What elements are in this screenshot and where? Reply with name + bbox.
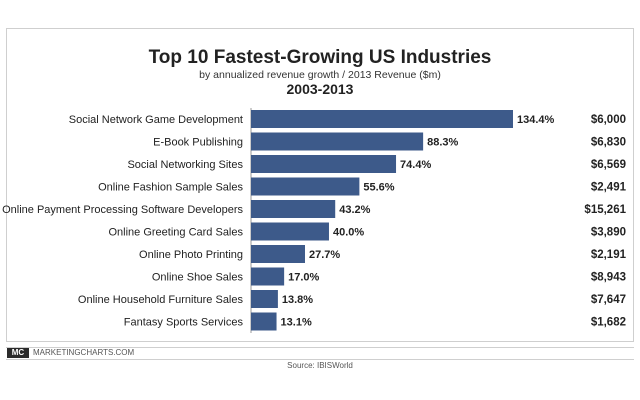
value-label: 27.7% bbox=[309, 249, 340, 261]
value-label: 55.6% bbox=[363, 182, 394, 194]
bar bbox=[251, 222, 329, 241]
value-label: 17.0% bbox=[288, 272, 319, 284]
value-label: 74.4% bbox=[400, 159, 431, 171]
revenue-label: $8,943 bbox=[591, 272, 626, 284]
bar bbox=[251, 290, 278, 308]
bar bbox=[251, 267, 285, 286]
brand-text: MARKETINGCHARTS.COM bbox=[33, 348, 135, 357]
chart-subtitle: by annualized revenue growth / 2013 Reve… bbox=[199, 69, 441, 81]
category-label: Online Fashion Sample Sales bbox=[98, 182, 243, 194]
revenue-label: $2,491 bbox=[591, 182, 627, 194]
value-label: 134.4% bbox=[517, 114, 555, 126]
chart-frame bbox=[6, 28, 634, 342]
chart-period: 2003-2013 bbox=[286, 81, 354, 97]
category-label: Social Network Game Development bbox=[69, 114, 243, 126]
revenue-label: $6,830 bbox=[591, 137, 626, 149]
category-label: Social Networking Sites bbox=[127, 159, 243, 171]
category-label: E-Book Publishing bbox=[153, 137, 243, 149]
bar bbox=[251, 155, 397, 173]
bar bbox=[251, 312, 277, 331]
value-label: 40.0% bbox=[333, 227, 364, 239]
category-label: Online Payment Processing Software Devel… bbox=[2, 204, 243, 216]
category-label: Fantasy Sports Services bbox=[124, 317, 244, 329]
value-label: 13.8% bbox=[282, 294, 313, 306]
value-label: 88.3% bbox=[427, 137, 458, 149]
revenue-label: $1,682 bbox=[591, 317, 626, 329]
category-label: Online Greeting Card Sales bbox=[108, 227, 243, 239]
revenue-label: $7,647 bbox=[591, 294, 626, 306]
revenue-label: $6,569 bbox=[591, 159, 626, 171]
bar bbox=[251, 177, 360, 196]
revenue-label: $3,890 bbox=[591, 227, 626, 239]
footer-band bbox=[6, 347, 634, 360]
revenue-label: $15,261 bbox=[584, 204, 626, 216]
category-label: Online Photo Printing bbox=[139, 249, 243, 261]
marketingcharts-logo: MC bbox=[7, 348, 29, 358]
revenue-label: $6,000 bbox=[591, 114, 626, 126]
bar bbox=[251, 132, 424, 151]
category-label: Online Shoe Sales bbox=[152, 272, 244, 284]
bar bbox=[251, 245, 305, 263]
bar bbox=[251, 200, 336, 218]
category-label: Online Household Furniture Sales bbox=[78, 294, 244, 306]
value-label: 13.1% bbox=[281, 317, 312, 329]
revenue-label: $2,191 bbox=[591, 249, 627, 261]
chart-title: Top 10 Fastest-Growing US Industries bbox=[148, 47, 492, 68]
value-label: 43.2% bbox=[339, 204, 370, 216]
bar bbox=[251, 110, 513, 128]
source-text: Source: IBISWorld bbox=[287, 361, 353, 370]
